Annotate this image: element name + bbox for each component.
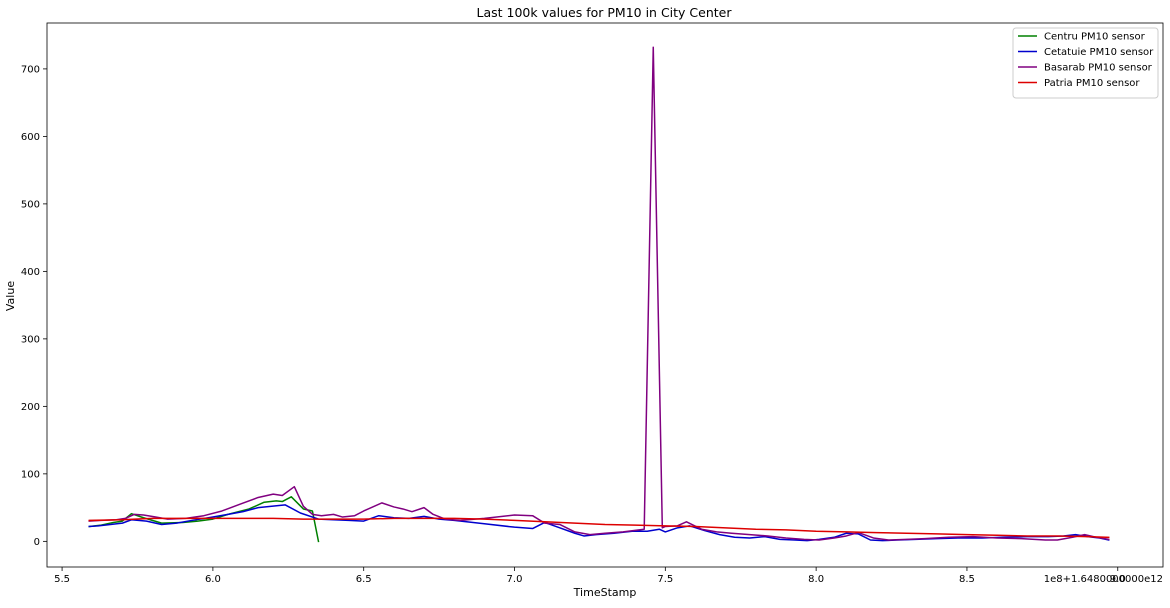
- series-line-patria-pm10-sensor: [88, 517, 1110, 539]
- x-tick-label: 8.0: [808, 574, 824, 585]
- legend-entry: Cetatuie PM10 sensor: [1044, 47, 1154, 58]
- x-tick-label: 9.0: [1110, 574, 1126, 585]
- x-axis-offset-label: 1e8+1.6480000000e12: [1044, 574, 1163, 585]
- x-tick-label: 6.0: [205, 574, 221, 585]
- y-tick-label: 100: [21, 469, 40, 480]
- y-tick-label: 200: [21, 402, 40, 413]
- y-axis-label: Value: [4, 281, 17, 311]
- y-tick-label: 500: [21, 199, 40, 210]
- plot-frame: [46, 22, 1164, 568]
- x-axis-label: TimeStamp: [573, 586, 637, 599]
- series-line-basarab-pm10-sensor: [88, 46, 1110, 541]
- legend-entry: Basarab PM10 sensor: [1044, 63, 1153, 74]
- y-tick-label: 0: [34, 537, 40, 548]
- legend-entry: Centru PM10 sensor: [1044, 32, 1146, 43]
- y-axis: 0 100 200 300 400 500 600 700: [21, 64, 47, 548]
- y-tick-label: 300: [21, 334, 40, 345]
- x-tick-label: 6.5: [356, 574, 372, 585]
- x-tick-label: 7.5: [657, 574, 673, 585]
- chart-title: Last 100k values for PM10 in City Center: [477, 5, 733, 20]
- x-tick-label: 5.5: [54, 574, 70, 585]
- legend-entry: Patria PM10 sensor: [1044, 78, 1140, 89]
- y-tick-label: 700: [21, 64, 40, 75]
- x-tick-label: 7.0: [507, 574, 523, 585]
- series-layer: [88, 46, 1110, 543]
- x-axis: 5.5 6.0 6.5 7.0 7.5 8.0 8.5 9.0: [54, 567, 1126, 585]
- y-tick-label: 400: [21, 267, 40, 278]
- legend: Centru PM10 sensor Cetatuie PM10 sensor Ba…: [1012, 27, 1159, 99]
- legend-box: [1012, 27, 1159, 99]
- y-tick-label: 600: [21, 132, 40, 143]
- x-tick-label: 8.5: [959, 574, 975, 585]
